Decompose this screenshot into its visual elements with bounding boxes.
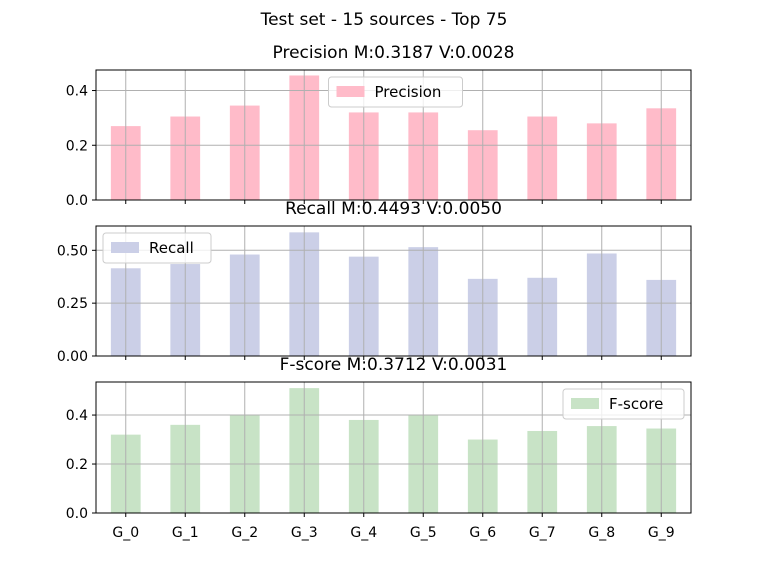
subplot-f-score: 0.0 0.2 0.4 G_0 G_1 G_2 G_3 G_4 G_5 G_6 G_7 G_8 G_9 F… — [66, 355, 692, 541]
x-tick-label: G_8 — [588, 525, 615, 541]
y-tick-label: 0.50 — [57, 243, 88, 259]
axes-frame — [95, 69, 692, 201]
x-tick-label: G_9 — [648, 525, 675, 541]
legend-label: F-score — [609, 395, 663, 413]
x-tick-label: G_1 — [172, 525, 199, 541]
legend: Recall — [102, 232, 212, 264]
figure-suptitle: Test set - 15 sources - Top 75 — [260, 10, 508, 30]
x-tick-label: G_2 — [231, 525, 258, 541]
legend-label: Recall — [149, 239, 194, 257]
legend: F-score — [562, 388, 685, 420]
legend-box — [328, 76, 463, 108]
legend-swatch — [111, 242, 139, 253]
x-tick-label: G_5 — [410, 525, 437, 541]
y-tick-label: 0.25 — [57, 296, 88, 312]
x-tick-label: G_0 — [112, 525, 139, 541]
axes-frame — [95, 381, 692, 514]
y-tick-label: 0.00 — [57, 349, 88, 365]
y-tick-label: 0.2 — [66, 138, 88, 154]
legend-swatch — [336, 86, 365, 97]
subplot-title: F-score M:0.3712 V:0.0031 — [280, 355, 508, 375]
legend-label: Precision — [375, 83, 442, 101]
legend-swatch — [571, 398, 599, 409]
x-tick-label: G_3 — [291, 525, 318, 541]
legend: Precision — [328, 76, 463, 108]
legend-box — [102, 232, 212, 264]
x-tick-label: G_4 — [350, 525, 377, 541]
legend-box — [562, 388, 685, 420]
y-tick-label: 0.4 — [66, 408, 88, 424]
x-tick-label: G_6 — [469, 525, 496, 541]
x-tick-label: G_7 — [529, 525, 556, 541]
y-tick-label: 0.0 — [66, 193, 88, 209]
subplot-recall: 0.00 0.25 0.50 Recall M:0.4493 V:0.0050 Reca… — [57, 199, 692, 365]
subplot-precision: 0.0 0.2 0.4 Precision M:0.3187 V:0.0028 Prec… — [66, 43, 692, 209]
subplot-title: Precision M:0.3187 V:0.0028 — [273, 43, 515, 63]
axes-frame — [95, 225, 692, 357]
subplot-title: Recall M:0.4493 V:0.0050 — [285, 199, 502, 219]
y-tick-label: 0.0 — [66, 506, 88, 522]
y-tick-label: 0.4 — [66, 84, 88, 100]
y-tick-label: 0.2 — [66, 457, 88, 473]
